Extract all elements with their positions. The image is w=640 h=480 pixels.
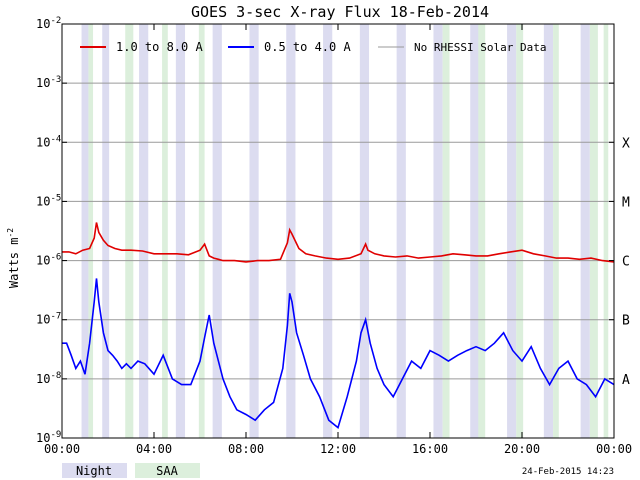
saa-band bbox=[88, 24, 94, 438]
series-line bbox=[62, 222, 615, 263]
x-tick-label: 12:00 bbox=[320, 442, 356, 456]
saa-band bbox=[442, 24, 450, 438]
night-band bbox=[470, 24, 480, 438]
saa-key-box bbox=[135, 463, 200, 478]
night-band bbox=[139, 24, 149, 438]
night-band bbox=[102, 24, 110, 438]
series-line bbox=[62, 278, 615, 429]
night-band bbox=[433, 24, 443, 438]
y-tick-labels: 10-9 10-8 10-7 10-6 10-5 10-4 10-3 10-2 bbox=[36, 16, 614, 445]
chart-title: GOES 3-sec X-ray Flux 18-Feb-2014 bbox=[191, 3, 489, 21]
flare-class-label: M bbox=[622, 195, 630, 210]
saa-band bbox=[478, 24, 486, 438]
grid-lines bbox=[62, 82, 614, 380]
x-tick-label: 08:00 bbox=[228, 442, 264, 456]
x-tick-labels: 00:00 04:00 08:00 12:00 16:00 20:00 00:00 bbox=[44, 24, 632, 456]
flare-class-label: X bbox=[622, 136, 630, 151]
saa-band bbox=[198, 24, 205, 438]
saa-band bbox=[553, 24, 559, 438]
night-band bbox=[212, 24, 222, 438]
night-band bbox=[507, 24, 517, 438]
legend-label: 0.5 to 4.0 A bbox=[264, 40, 351, 54]
y-tick-label: 10-3 bbox=[36, 75, 61, 90]
x-tick-label: 04:00 bbox=[136, 442, 172, 456]
night-band bbox=[249, 24, 259, 438]
x-tick-label: 00:00 bbox=[596, 442, 632, 456]
legend-label: No RHESSI Solar Data bbox=[414, 41, 546, 54]
saa-band bbox=[125, 24, 134, 438]
saa-band bbox=[589, 24, 598, 438]
saa-band bbox=[516, 24, 524, 438]
flare-class-labels: A B C M X bbox=[622, 136, 630, 388]
night-key-box bbox=[62, 463, 127, 478]
y-tick-label: 10-2 bbox=[36, 16, 61, 31]
night-band bbox=[359, 24, 370, 438]
night-band bbox=[323, 24, 333, 438]
saa-key-label: SAA bbox=[156, 464, 178, 478]
x-tick-label: 20:00 bbox=[504, 442, 540, 456]
y-tick-label: 10-4 bbox=[36, 134, 61, 149]
x-tick-label: 16:00 bbox=[412, 442, 448, 456]
y-axis-label-sup: -2 bbox=[6, 228, 15, 238]
timestamp: 24-Feb-2015 14:23 bbox=[522, 467, 614, 477]
flare-class-label: A bbox=[622, 373, 630, 388]
saa-band bbox=[162, 24, 168, 438]
x-tick-label: 00:00 bbox=[44, 442, 80, 456]
y-axis-label: Watts m-2 bbox=[6, 228, 21, 288]
flare-class-label: B bbox=[622, 314, 630, 329]
y-axis-label-text: Watts m bbox=[7, 238, 21, 289]
flare-class-label: C bbox=[622, 255, 630, 270]
legend-label: 1.0 to 8.0 A bbox=[116, 40, 203, 54]
y-tick-label: 10-6 bbox=[36, 253, 61, 268]
data-lines bbox=[62, 222, 615, 429]
night-band bbox=[175, 24, 186, 438]
y-tick-label: 10-8 bbox=[36, 371, 61, 386]
y-tick-label: 10-9 bbox=[36, 430, 61, 445]
night-band bbox=[580, 24, 590, 438]
night-saa-bands bbox=[81, 24, 609, 438]
night-key-label: Night bbox=[76, 464, 112, 478]
y-tick-label: 10-7 bbox=[36, 312, 61, 327]
night-band bbox=[396, 24, 406, 438]
night-band bbox=[543, 24, 554, 438]
saa-band bbox=[603, 24, 609, 438]
night-band bbox=[81, 24, 89, 438]
y-tick-label: 10-5 bbox=[36, 193, 61, 208]
legend: 1.0 to 8.0 A 0.5 to 4.0 A No RHESSI Solar … bbox=[80, 40, 546, 54]
